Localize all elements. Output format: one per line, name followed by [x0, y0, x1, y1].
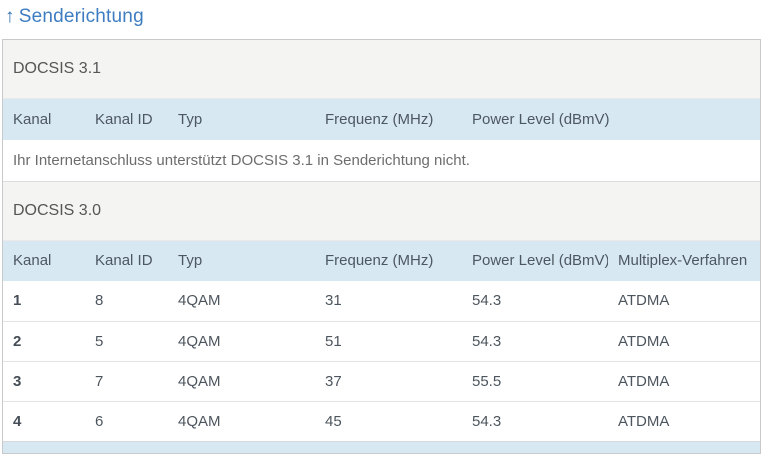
table-row: 2 5 4QAM 51 54.3 ATDMA: [3, 321, 760, 361]
cell-typ: 4QAM: [178, 292, 221, 310]
cell-frequenz: 45: [325, 412, 342, 430]
cell-power-level: 55.5: [472, 372, 502, 390]
cell-multiplex: ATDMA: [618, 332, 670, 350]
cell-kanal: 4: [13, 412, 22, 430]
next-table-header-cutoff: [3, 441, 760, 453]
docsis31-table: Kanal Kanal ID Typ Frequenz (MHz) Power …: [3, 98, 760, 140]
column-header-kanal: Kanal: [13, 110, 52, 128]
column-header-power-level: Power Level (dBmV): [472, 252, 608, 270]
cell-typ: 4QAM: [178, 332, 221, 350]
column-header-kanal: Kanal: [13, 252, 52, 270]
column-header-typ: Typ: [178, 110, 203, 128]
cell-typ: 4QAM: [178, 372, 221, 390]
up-arrow-icon: ↑: [5, 6, 15, 27]
cell-frequenz: 31: [325, 292, 342, 310]
section-header-docsis31: DOCSIS 3.1: [3, 40, 760, 98]
column-header-frequenz: Frequenz (MHz): [325, 252, 434, 270]
page-title: ↑ Senderichtung: [5, 6, 764, 28]
cell-kanal-id: 6: [95, 412, 104, 430]
section-header-docsis30: DOCSIS 3.0: [3, 180, 760, 240]
cell-kanal: 3: [13, 372, 22, 390]
cell-kanal: 1: [13, 292, 22, 310]
column-header-multiplex: Multiplex-Verfahren: [618, 252, 748, 270]
cell-typ: 4QAM: [178, 412, 221, 430]
cell-kanal: 2: [13, 332, 22, 350]
cell-multiplex: ATDMA: [618, 372, 670, 390]
cell-power-level: 54.3: [472, 412, 502, 430]
docsis30-header-row: Kanal Kanal ID Typ Frequenz (MHz) Power …: [3, 240, 760, 281]
page-title-text: Senderichtung: [18, 6, 144, 27]
cell-kanal-id: 5: [95, 332, 104, 350]
cell-frequenz: 51: [325, 332, 342, 350]
column-header-frequenz: Frequenz (MHz): [325, 110, 434, 128]
column-header-kanal-id: Kanal ID: [95, 110, 153, 128]
table-row: 4 6 4QAM 45 54.3 ATDMA: [3, 401, 760, 441]
cell-multiplex: ATDMA: [618, 412, 670, 430]
cell-kanal-id: 8: [95, 292, 104, 310]
cell-power-level: 54.3: [472, 332, 502, 350]
column-header-power-level: Power Level (dBmV): [472, 110, 610, 128]
docsis31-unsupported-message: Ihr Internetanschluss unterstützt DOCSIS…: [13, 151, 470, 169]
column-header-kanal-id: Kanal ID: [95, 252, 153, 270]
docsis31-header-row: Kanal Kanal ID Typ Frequenz (MHz) Power …: [3, 98, 760, 140]
table-row: 1 8 4QAM 31 54.3 ATDMA: [3, 281, 760, 321]
column-header-typ: Typ: [178, 252, 203, 270]
cell-multiplex: ATDMA: [618, 292, 670, 310]
cell-kanal-id: 7: [95, 372, 104, 390]
table-row: 3 7 4QAM 37 55.5 ATDMA: [3, 361, 760, 401]
upstream-panel: DOCSIS 3.1 Kanal Kanal ID Typ Frequenz (…: [2, 39, 761, 454]
docsis30-table: Kanal Kanal ID Typ Frequenz (MHz) Power …: [3, 239, 760, 442]
cell-frequenz: 37: [325, 372, 342, 390]
cell-power-level: 54.3: [472, 292, 502, 310]
